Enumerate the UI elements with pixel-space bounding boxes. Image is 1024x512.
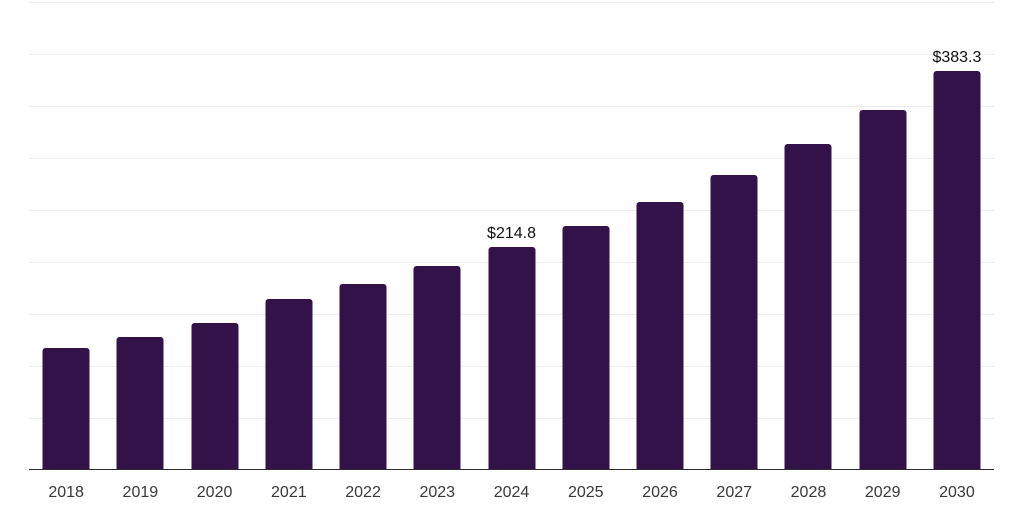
x-tick-label-2025: 2025 xyxy=(567,484,604,501)
bar-column-2020 xyxy=(177,2,251,470)
gridline-350 xyxy=(29,106,994,107)
bar-2020 xyxy=(191,323,239,470)
bar-column-2026 xyxy=(623,2,697,470)
x-tick-label-2021: 2021 xyxy=(271,484,307,501)
bar-2029 xyxy=(859,109,907,470)
bar-column-2021 xyxy=(252,2,326,470)
bar-column-2024: $214.8 xyxy=(474,2,548,470)
data-label-2030: $383.3 xyxy=(932,49,982,67)
x-tick-label-2028: 2028 xyxy=(790,484,827,501)
bar-2018 xyxy=(42,347,90,470)
bar-2023 xyxy=(413,265,461,470)
x-tick-label-2022: 2022 xyxy=(345,484,381,501)
x-tick-label-2030: 2030 xyxy=(939,484,975,501)
bar-2026 xyxy=(636,201,684,470)
bar-column-2019 xyxy=(103,2,177,470)
bar-series: $214.8 $383.3 xyxy=(29,2,994,470)
gridline-250 xyxy=(29,210,994,211)
bar-2025 xyxy=(562,225,610,470)
x-tick-label-2019: 2019 xyxy=(122,484,159,501)
bar-column-2023 xyxy=(400,2,474,470)
x-tick-label-2018: 2018 xyxy=(48,484,84,501)
bar-column-2018 xyxy=(29,2,103,470)
gridline-400 xyxy=(29,54,994,56)
bar-2019 xyxy=(116,337,164,470)
x-tick-label-2027: 2027 xyxy=(716,484,753,501)
x-tick-label-2023: 2023 xyxy=(419,484,456,501)
bar-column-2028 xyxy=(771,2,845,470)
x-axis-line xyxy=(29,468,994,470)
bar-2021 xyxy=(265,298,313,470)
x-tick-label-2020: 2020 xyxy=(196,484,233,501)
x-tick-label-2024: 2024 xyxy=(493,484,530,501)
x-tick-label-2026: 2026 xyxy=(642,484,678,501)
bar-2028 xyxy=(784,143,832,470)
bar-column-2029 xyxy=(846,2,920,470)
bar-column-2027 xyxy=(697,2,771,470)
bar-column-2022 xyxy=(326,2,400,470)
gridline-300 xyxy=(29,158,994,160)
data-label-2024: $214.8 xyxy=(487,224,536,242)
x-tick-label-2029: 2029 xyxy=(864,484,901,501)
x-axis-tick-labels: 2018 2019 2020 2021 2022 2023 2024 2025 2026 2027… xyxy=(29,483,994,502)
bar-2024 xyxy=(488,246,536,470)
bar-column-2030: $383.3 xyxy=(920,2,994,470)
bar-2022 xyxy=(339,283,387,470)
bar-column-2025 xyxy=(549,2,623,470)
plot-area: $214.8 $383.3 xyxy=(29,2,994,470)
bar-2027 xyxy=(710,174,758,470)
bar-2030 xyxy=(933,71,981,470)
gridline-450 xyxy=(29,2,994,3)
